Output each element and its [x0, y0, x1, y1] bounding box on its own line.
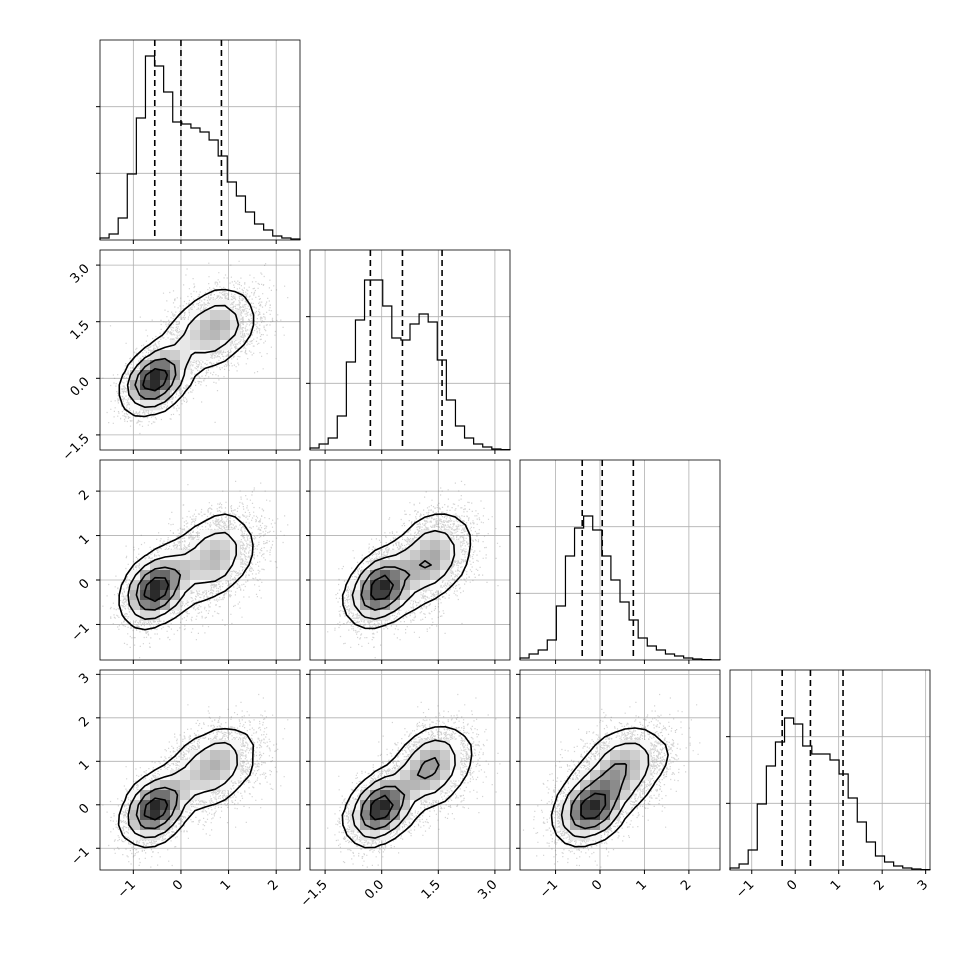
x-tick-label-2: 1: [634, 877, 650, 893]
contour-1: [351, 529, 456, 620]
contour-2: [134, 357, 177, 400]
y-tick-label-1: −1.5: [60, 431, 93, 464]
contour-2: [569, 763, 628, 830]
x-tick-label-0: 2: [265, 877, 281, 893]
x-tick-label-3: 0: [784, 877, 800, 893]
y-tick-label-1: 1.5: [68, 318, 93, 343]
contour-3: [369, 794, 394, 821]
contour-0: [341, 725, 473, 849]
contour-2: [135, 786, 179, 830]
y-tick-label-1: 3.0: [68, 261, 93, 286]
contour-0: [550, 727, 669, 848]
contour-2: [360, 560, 432, 611]
density-panel-3-0: −1 0 1 2 −1 0 1 2 3: [69, 669, 301, 902]
x-tick-label-1: 3.0: [475, 877, 500, 902]
y-tick-label-3: 2: [76, 714, 92, 730]
x-tick-label-3: 3: [915, 877, 931, 893]
x-tick-label-2: 0: [589, 877, 605, 893]
contour-1: [126, 304, 240, 408]
y-tick-label-2: −1: [69, 621, 93, 645]
y-tick-label-2: 2: [76, 487, 92, 503]
y-tick-label-2: 1: [76, 532, 92, 548]
density-panel-2-1: [306, 459, 511, 664]
density-panel-3-2: −1 0 1 2: [516, 669, 721, 902]
contour-1: [127, 531, 237, 620]
hist-panel-1: [306, 249, 511, 454]
hist-panel-2: [516, 459, 721, 664]
contour-3: [142, 368, 169, 392]
contour-2: [360, 757, 440, 831]
x-tick-label-1: 1.5: [419, 877, 444, 902]
x-tick-label-3: 1: [828, 877, 844, 893]
hist-panel-0: [96, 39, 301, 244]
hist-panel-3: −1 0 1 2 3: [726, 669, 931, 902]
contour-1: [560, 742, 650, 839]
density-panel-3-1: −1.5 0.0 1.5 3.0: [298, 669, 511, 910]
contour-2: [135, 566, 182, 611]
x-tick-label-3: −1: [733, 877, 757, 901]
x-tick-label-0: 0: [170, 877, 186, 893]
x-tick-label-0: 1: [218, 877, 234, 893]
x-tick-label-0: −1: [115, 877, 139, 901]
contour-0: [117, 727, 255, 849]
contour-0: [118, 513, 254, 631]
contour-1: [351, 739, 456, 839]
density-panel-1-0: −1.5 0.0 1.5 3.0: [60, 249, 301, 464]
histogram-0: [99, 55, 301, 240]
y-tick-label-3: 3: [76, 671, 92, 687]
histogram-3: [729, 717, 931, 871]
histogram-2: [519, 515, 721, 661]
y-tick-label-3: 1: [76, 758, 92, 774]
contour-3: [580, 792, 607, 820]
contour-3: [143, 797, 169, 821]
x-tick-label-3: 2: [871, 877, 887, 893]
x-tick-label-1: −1.5: [298, 877, 331, 910]
contour-3: [370, 574, 394, 601]
contour-0: [118, 288, 255, 418]
contour-1: [127, 741, 238, 839]
contour-3: [143, 576, 170, 603]
y-tick-label-2: 0: [76, 576, 92, 592]
x-tick-label-2: 2: [678, 877, 694, 893]
x-tick-label-2: −1: [537, 877, 561, 901]
contour-0: [341, 513, 472, 630]
density-panel-2-0: −1 0 1 2: [69, 459, 301, 664]
y-tick-label-3: −1: [69, 844, 93, 868]
y-tick-label-3: 0: [76, 801, 92, 817]
histogram-1: [309, 279, 511, 451]
y-tick-label-1: 0.0: [68, 375, 93, 400]
x-tick-label-1: 0.0: [362, 877, 387, 902]
